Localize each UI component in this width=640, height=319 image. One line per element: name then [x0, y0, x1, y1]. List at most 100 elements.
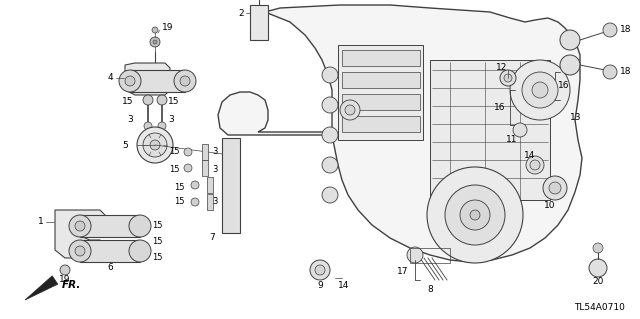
- Text: 15: 15: [170, 166, 180, 174]
- Circle shape: [526, 156, 544, 174]
- Text: 6: 6: [107, 263, 113, 272]
- Circle shape: [532, 82, 548, 98]
- Circle shape: [560, 30, 580, 50]
- Bar: [202, 144, 208, 160]
- Circle shape: [75, 221, 85, 231]
- Circle shape: [322, 157, 338, 173]
- Circle shape: [150, 140, 160, 150]
- Circle shape: [322, 97, 338, 113]
- Text: 12: 12: [496, 63, 508, 72]
- Text: 13: 13: [570, 114, 582, 122]
- Circle shape: [129, 240, 151, 262]
- Polygon shape: [218, 5, 582, 262]
- Text: 18: 18: [620, 68, 632, 77]
- Circle shape: [75, 246, 85, 256]
- Text: 15: 15: [152, 254, 163, 263]
- Circle shape: [191, 198, 199, 206]
- Circle shape: [191, 181, 199, 189]
- Text: 1: 1: [38, 218, 44, 226]
- Circle shape: [549, 182, 561, 194]
- Text: 5: 5: [122, 140, 128, 150]
- Circle shape: [129, 215, 151, 237]
- Bar: [250, 5, 268, 40]
- Polygon shape: [55, 210, 105, 258]
- Circle shape: [500, 70, 516, 86]
- Circle shape: [152, 27, 158, 33]
- Circle shape: [310, 260, 330, 280]
- Circle shape: [603, 23, 617, 37]
- Text: 3: 3: [212, 147, 218, 157]
- Circle shape: [460, 200, 490, 230]
- Text: 11: 11: [506, 136, 518, 145]
- Circle shape: [510, 60, 570, 120]
- Circle shape: [322, 127, 338, 143]
- Bar: [80, 215, 140, 237]
- Text: 19: 19: [162, 24, 173, 33]
- Circle shape: [174, 70, 196, 92]
- Bar: [207, 177, 213, 193]
- Circle shape: [69, 215, 91, 237]
- Circle shape: [589, 259, 607, 277]
- Text: 16: 16: [493, 102, 505, 112]
- Circle shape: [180, 76, 190, 86]
- Text: 16: 16: [558, 81, 570, 91]
- Circle shape: [427, 167, 523, 263]
- Circle shape: [157, 95, 167, 105]
- Bar: [342, 116, 420, 132]
- Circle shape: [504, 74, 512, 82]
- Circle shape: [143, 95, 153, 105]
- Bar: [222, 138, 240, 233]
- Text: 14: 14: [339, 280, 349, 290]
- Text: 18: 18: [620, 26, 632, 34]
- Circle shape: [60, 265, 70, 275]
- Text: 3: 3: [168, 115, 173, 124]
- Text: 8: 8: [427, 286, 433, 294]
- Bar: [342, 50, 420, 66]
- Circle shape: [513, 123, 527, 137]
- Circle shape: [125, 76, 135, 86]
- Circle shape: [184, 164, 192, 172]
- Circle shape: [543, 176, 567, 200]
- Text: 20: 20: [592, 278, 604, 286]
- Circle shape: [119, 70, 141, 92]
- Circle shape: [407, 247, 423, 263]
- Circle shape: [603, 65, 617, 79]
- Circle shape: [150, 37, 160, 47]
- Text: 19: 19: [60, 276, 71, 285]
- Circle shape: [143, 133, 167, 157]
- Text: 10: 10: [544, 201, 556, 210]
- Text: 15: 15: [152, 220, 163, 229]
- Bar: [202, 160, 208, 176]
- Text: 14: 14: [524, 151, 536, 160]
- Circle shape: [345, 105, 355, 115]
- Bar: [410, 248, 450, 263]
- Circle shape: [522, 72, 558, 108]
- Circle shape: [340, 100, 360, 120]
- Bar: [430, 60, 550, 200]
- Circle shape: [184, 148, 192, 156]
- Text: 3: 3: [212, 197, 218, 206]
- Bar: [342, 94, 420, 110]
- Circle shape: [593, 243, 603, 253]
- Text: FR.: FR.: [62, 280, 81, 290]
- Text: 3: 3: [127, 115, 133, 124]
- Bar: [80, 240, 140, 262]
- Circle shape: [322, 187, 338, 203]
- Circle shape: [158, 122, 166, 130]
- Text: TL54A0710: TL54A0710: [574, 303, 625, 313]
- Circle shape: [470, 210, 480, 220]
- Text: 15: 15: [175, 183, 185, 192]
- Text: 4: 4: [108, 73, 114, 83]
- Bar: [342, 72, 420, 88]
- Bar: [338, 45, 423, 140]
- Circle shape: [322, 67, 338, 83]
- Bar: [207, 194, 213, 210]
- Circle shape: [144, 122, 152, 130]
- Polygon shape: [25, 276, 58, 300]
- Text: 17: 17: [397, 268, 408, 277]
- Circle shape: [560, 55, 580, 75]
- Bar: [130, 70, 185, 92]
- Circle shape: [153, 40, 157, 44]
- Text: 15: 15: [122, 98, 133, 107]
- Text: 15: 15: [152, 238, 163, 247]
